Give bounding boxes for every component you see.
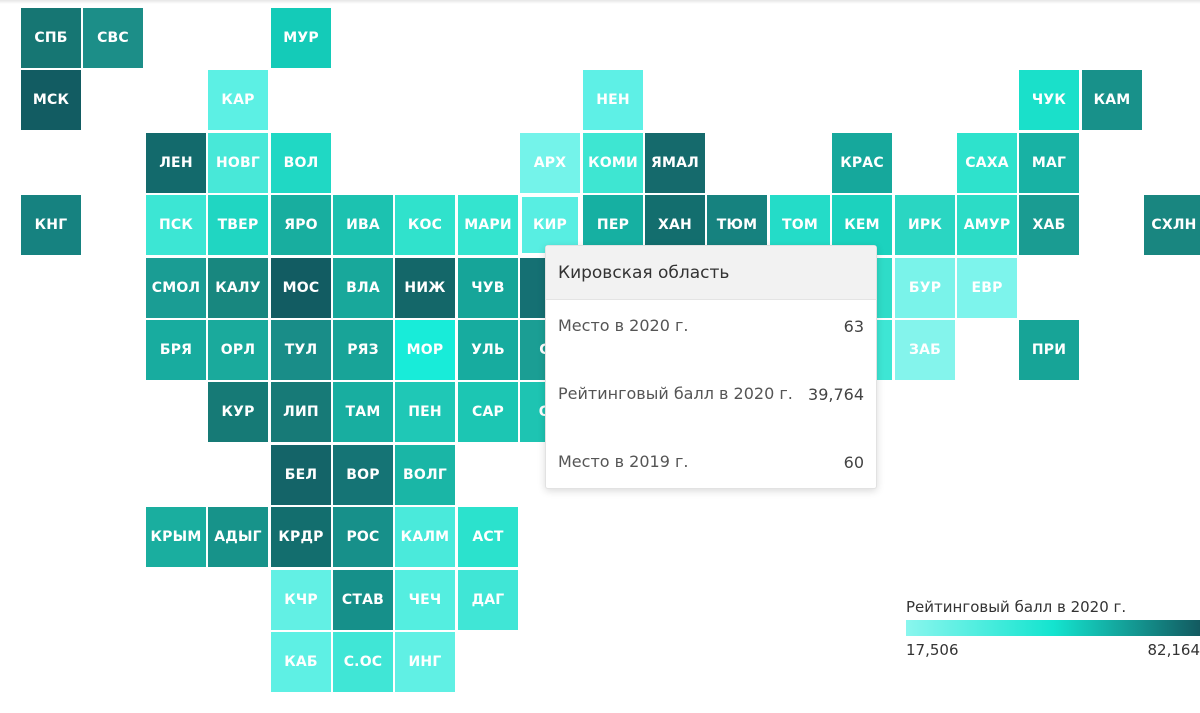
tooltip-value: 60 [843,452,864,472]
region-tile-МАГ[interactable]: МАГ [1019,133,1079,193]
region-tile-КАЛУ[interactable]: КАЛУ [208,258,268,318]
region-tile-КРДР[interactable]: КРДР [271,507,331,567]
region-tile-ВОР[interactable]: ВОР [333,445,393,505]
region-tile-СМОЛ[interactable]: СМОЛ [146,258,206,318]
region-tile-ВЛА[interactable]: ВЛА [333,258,393,318]
region-tile-ИРК[interactable]: ИРК [895,195,955,255]
tooltip-row-score-2020: Рейтинговый балл в 2020 г. 39,764 [558,366,864,422]
region-tile-КАЛМ[interactable]: КАЛМ [395,507,455,567]
region-tile-БУР[interactable]: БУР [895,258,955,318]
region-tile-ЯМАЛ[interactable]: ЯМАЛ [645,133,705,193]
region-tile-ИНГ[interactable]: ИНГ [395,632,455,692]
region-tile-ПЕН[interactable]: ПЕН [395,382,455,442]
region-tile-ЕВР[interactable]: ЕВР [957,258,1017,318]
region-tile-ЯРО[interactable]: ЯРО [271,195,331,255]
region-tile-САР[interactable]: САР [458,382,518,442]
region-tile-ПСК[interactable]: ПСК [146,195,206,255]
region-tile-РЯЗ[interactable]: РЯЗ [333,320,393,380]
tooltip-title: Кировская область [546,246,876,300]
region-tile-ЛИП[interactable]: ЛИП [271,382,331,442]
region-tile-ПРИ[interactable]: ПРИ [1019,320,1079,380]
region-tile-ХАБ[interactable]: ХАБ [1019,195,1079,255]
region-tile-СХЛН[interactable]: СХЛН [1144,195,1200,255]
region-tile-МСК[interactable]: МСК [21,70,81,130]
region-tile-КРАС[interactable]: КРАС [832,133,892,193]
region-tile-САХА[interactable]: САХА [957,133,1017,193]
region-tile-НОВГ[interactable]: НОВГ [208,133,268,193]
region-tile-БЕЛ[interactable]: БЕЛ [271,445,331,505]
tooltip-value: 63 [843,316,864,336]
region-tile-РОС[interactable]: РОС [333,507,393,567]
region-tile-СВС[interactable]: СВС [83,8,143,68]
region-tile-МОС[interactable]: МОС [271,258,331,318]
region-tile-МАРИ[interactable]: МАРИ [458,195,518,255]
region-tile-МУР[interactable]: МУР [271,8,331,68]
region-tile-ЗАБ[interactable]: ЗАБ [895,320,955,380]
legend-gradient-bar [906,620,1200,636]
region-tile-СПБ[interactable]: СПБ [21,8,81,68]
region-tile-КАР[interactable]: КАР [208,70,268,130]
region-tile-ДАГ[interactable]: ДАГ [458,570,518,630]
legend-min-value: 17,506 [906,641,959,659]
region-tile-ВОЛГ[interactable]: ВОЛГ [395,445,455,505]
region-tile-АСТ[interactable]: АСТ [458,507,518,567]
region-tile-КУР[interactable]: КУР [208,382,268,442]
tooltip-value: 39,764 [808,384,864,404]
tooltip-row-rank-2019: Место в 2019 г. 60 [558,448,864,476]
legend-max-value: 82,164 [1147,641,1200,659]
region-tile-КАМ[interactable]: КАМ [1082,70,1142,130]
tooltip-label: Рейтинговый балл в 2020 г. [558,384,793,403]
region-tile-АРХ[interactable]: АРХ [520,133,580,193]
region-tile-КОС[interactable]: КОС [395,195,455,255]
region-tile-ТВЕР[interactable]: ТВЕР [208,195,268,255]
region-tile-ТУЛ[interactable]: ТУЛ [271,320,331,380]
tooltip-label: Место в 2019 г. [558,452,689,471]
region-tile-КОМИ[interactable]: КОМИ [583,133,643,193]
region-tile-ИВА[interactable]: ИВА [333,195,393,255]
region-tile-КНГ[interactable]: КНГ [21,195,81,255]
region-tile-КЧР[interactable]: КЧР [271,570,331,630]
region-tooltip: Кировская область Место в 2020 г. 63 Рей… [545,245,877,489]
region-tile-КРЫМ[interactable]: КРЫМ [146,507,206,567]
region-tile-ВОЛ[interactable]: ВОЛ [271,133,331,193]
region-tile-АМУР[interactable]: АМУР [957,195,1017,255]
region-tile-НЕН[interactable]: НЕН [583,70,643,130]
top-divider [0,0,1200,4]
tooltip-label: Место в 2020 г. [558,316,689,335]
region-tile-НИЖ[interactable]: НИЖ [395,258,455,318]
tooltip-row-rank-2020: Место в 2020 г. 63 [558,312,864,340]
region-tile-ЧУВ[interactable]: ЧУВ [458,258,518,318]
region-tile-КАБ[interactable]: КАБ [271,632,331,692]
region-tile-ЧЕЧ[interactable]: ЧЕЧ [395,570,455,630]
region-tile-СТАВ[interactable]: СТАВ [333,570,393,630]
region-tile-ОРЛ[interactable]: ОРЛ [208,320,268,380]
region-tile-ТАМ[interactable]: ТАМ [333,382,393,442]
region-tile-ЛЕН[interactable]: ЛЕН [146,133,206,193]
region-tile-С.ОС[interactable]: С.ОС [333,632,393,692]
region-tile-ЧУК[interactable]: ЧУК [1019,70,1079,130]
color-legend: Рейтинговый балл в 2020 г. 17,506 82,164 [906,598,1200,662]
region-tile-АДЫГ[interactable]: АДЫГ [208,507,268,567]
region-tile-МОР[interactable]: МОР [395,320,455,380]
region-tile-УЛЬ[interactable]: УЛЬ [458,320,518,380]
legend-title: Рейтинговый балл в 2020 г. [906,598,1127,616]
region-tile-БРЯ[interactable]: БРЯ [146,320,206,380]
